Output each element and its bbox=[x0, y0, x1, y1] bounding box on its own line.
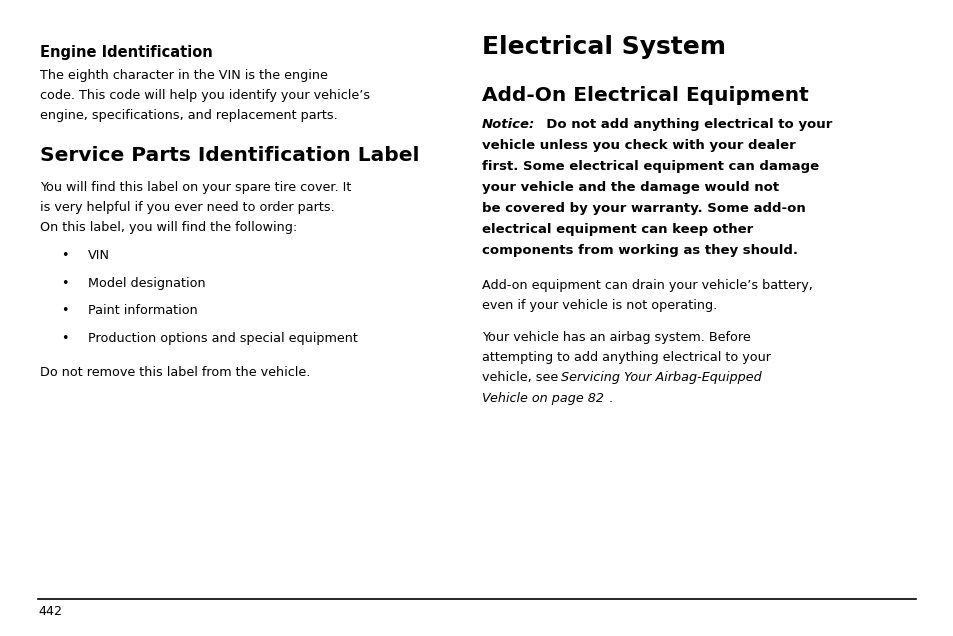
Text: VIN: VIN bbox=[88, 249, 110, 262]
Text: Model designation: Model designation bbox=[88, 277, 205, 290]
Text: The eighth character in the VIN is the engine: The eighth character in the VIN is the e… bbox=[40, 69, 328, 81]
Text: Vehicle on page 82: Vehicle on page 82 bbox=[481, 392, 603, 404]
Text: •: • bbox=[61, 277, 69, 290]
Text: •: • bbox=[61, 332, 69, 345]
Text: Paint information: Paint information bbox=[88, 304, 197, 317]
Text: •: • bbox=[61, 304, 69, 317]
Text: vehicle, see: vehicle, see bbox=[481, 371, 561, 384]
Text: be covered by your warranty. Some add-on: be covered by your warranty. Some add-on bbox=[481, 202, 804, 214]
Text: .: . bbox=[608, 392, 612, 404]
Text: 442: 442 bbox=[38, 605, 62, 618]
Text: •: • bbox=[61, 249, 69, 262]
Text: components from working as they should.: components from working as they should. bbox=[481, 244, 797, 256]
Text: Servicing Your Airbag-Equipped: Servicing Your Airbag-Equipped bbox=[560, 371, 760, 384]
Text: vehicle unless you check with your dealer: vehicle unless you check with your deale… bbox=[481, 139, 795, 151]
Text: Production options and special equipment: Production options and special equipment bbox=[88, 332, 357, 345]
Text: You will find this label on your spare tire cover. It: You will find this label on your spare t… bbox=[40, 181, 351, 193]
Text: Add-on equipment can drain your vehicle’s battery,: Add-on equipment can drain your vehicle’… bbox=[481, 279, 812, 291]
Text: Notice:: Notice: bbox=[481, 118, 535, 130]
Text: first. Some electrical equipment can damage: first. Some electrical equipment can dam… bbox=[481, 160, 818, 172]
Text: is very helpful if you ever need to order parts.: is very helpful if you ever need to orde… bbox=[40, 201, 335, 214]
Text: Do not add anything electrical to your: Do not add anything electrical to your bbox=[537, 118, 832, 130]
Text: engine, specifications, and replacement parts.: engine, specifications, and replacement … bbox=[40, 109, 337, 122]
Text: even if your vehicle is not operating.: even if your vehicle is not operating. bbox=[481, 299, 717, 312]
Text: Do not remove this label from the vehicle.: Do not remove this label from the vehicl… bbox=[40, 366, 310, 378]
Text: attempting to add anything electrical to your: attempting to add anything electrical to… bbox=[481, 351, 770, 364]
Text: Electrical System: Electrical System bbox=[481, 35, 725, 59]
Text: code. This code will help you identify your vehicle’s: code. This code will help you identify y… bbox=[40, 89, 370, 102]
Text: Your vehicle has an airbag system. Before: Your vehicle has an airbag system. Befor… bbox=[481, 331, 750, 343]
Text: Engine Identification: Engine Identification bbox=[40, 45, 213, 60]
Text: Add-On Electrical Equipment: Add-On Electrical Equipment bbox=[481, 86, 808, 105]
Text: your vehicle and the damage would not: your vehicle and the damage would not bbox=[481, 181, 778, 193]
Text: On this label, you will find the following:: On this label, you will find the followi… bbox=[40, 221, 297, 234]
Text: electrical equipment can keep other: electrical equipment can keep other bbox=[481, 223, 752, 235]
Text: Service Parts Identification Label: Service Parts Identification Label bbox=[40, 146, 419, 165]
